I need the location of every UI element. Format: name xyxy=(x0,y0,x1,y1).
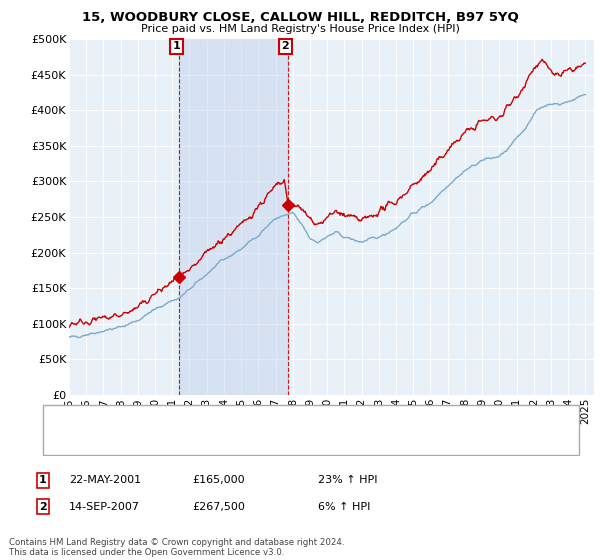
Text: £267,500: £267,500 xyxy=(192,502,245,512)
Text: £165,000: £165,000 xyxy=(192,475,245,486)
Text: 23% ↑ HPI: 23% ↑ HPI xyxy=(318,475,377,486)
Text: 6% ↑ HPI: 6% ↑ HPI xyxy=(318,502,370,512)
Text: 15, WOODBURY CLOSE, CALLOW HILL, REDDITCH, B97 5YQ: 15, WOODBURY CLOSE, CALLOW HILL, REDDITC… xyxy=(82,11,518,24)
Text: 15, WOODBURY CLOSE, CALLOW HILL, REDDITCH, B97 5YQ (detached house): 15, WOODBURY CLOSE, CALLOW HILL, REDDITC… xyxy=(85,413,487,423)
Text: 1: 1 xyxy=(39,475,47,486)
Text: Contains HM Land Registry data © Crown copyright and database right 2024.
This d: Contains HM Land Registry data © Crown c… xyxy=(9,538,344,557)
Text: 2: 2 xyxy=(281,41,289,52)
FancyBboxPatch shape xyxy=(43,405,579,455)
Text: 14-SEP-2007: 14-SEP-2007 xyxy=(69,502,140,512)
Text: 1: 1 xyxy=(172,41,180,52)
Text: HPI: Average price, detached house, Redditch: HPI: Average price, detached house, Redd… xyxy=(85,437,323,447)
Text: 22-MAY-2001: 22-MAY-2001 xyxy=(69,475,141,486)
Text: 2: 2 xyxy=(39,502,47,512)
Bar xyxy=(179,39,288,395)
Text: Price paid vs. HM Land Registry's House Price Index (HPI): Price paid vs. HM Land Registry's House … xyxy=(140,24,460,34)
